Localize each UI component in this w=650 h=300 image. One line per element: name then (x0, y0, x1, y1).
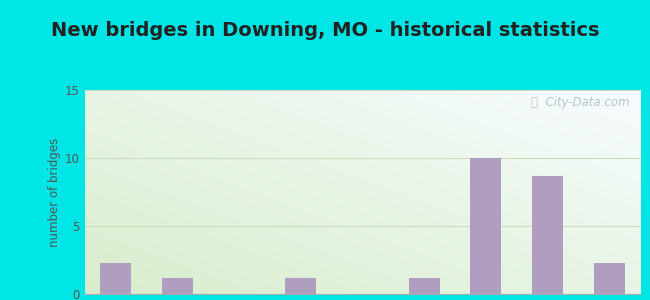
Text: ⓘ  City-Data.com: ⓘ City-Data.com (530, 96, 629, 109)
Bar (162, 278, 192, 294)
Y-axis label: number of bridges: number of bridges (47, 137, 60, 247)
Bar (285, 278, 316, 294)
Bar (409, 278, 439, 294)
Bar (100, 263, 131, 294)
Bar (471, 158, 501, 294)
Bar (594, 263, 625, 294)
Text: New bridges in Downing, MO - historical statistics: New bridges in Downing, MO - historical … (51, 21, 599, 40)
Bar (532, 176, 563, 294)
